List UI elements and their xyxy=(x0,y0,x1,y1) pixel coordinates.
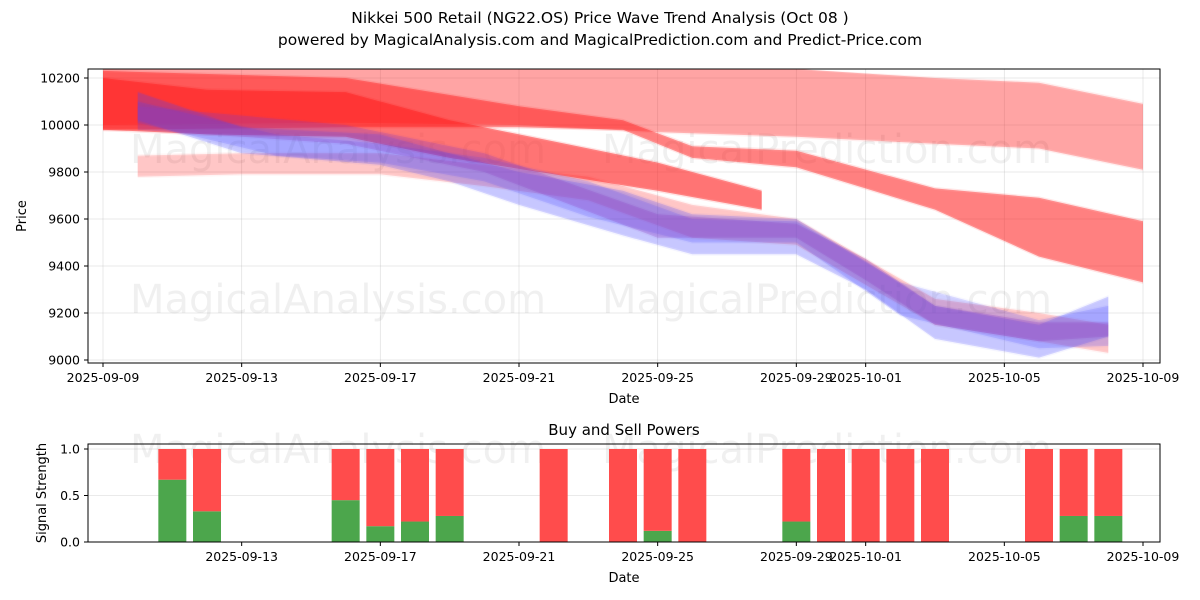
blue-band-1-layer xyxy=(137,90,1109,360)
y-axis-label: Price xyxy=(15,200,30,232)
lower-x-tick-label: 2025-09-17 xyxy=(344,549,417,564)
chart-title: Nikkei 500 Retail (NG22.OS) Price Wave T… xyxy=(351,9,849,27)
chart-subtitle: powered by MagicalAnalysis.com and Magic… xyxy=(277,31,923,49)
sell-bar xyxy=(401,449,429,522)
x-tick-label: 2025-09-17 xyxy=(344,370,417,385)
buy-bar xyxy=(401,521,429,542)
upper-red-band xyxy=(103,69,1143,170)
y-tick-label: 9600 xyxy=(48,212,80,227)
x-tick-label: 2025-10-05 xyxy=(968,370,1041,385)
sell-bar xyxy=(331,449,360,501)
buy-bar xyxy=(193,511,221,542)
y-tick-label: 9200 xyxy=(48,306,80,321)
sell-bar xyxy=(435,449,464,516)
upper-red-band-layer xyxy=(103,69,1143,172)
buy-bar xyxy=(158,479,187,542)
lower-x-axis-label: Date xyxy=(608,571,639,586)
buy-bar xyxy=(1059,515,1088,542)
sell-bar xyxy=(1059,449,1088,516)
pale-red-band xyxy=(137,153,1109,353)
purple-core-band-layer xyxy=(137,104,1109,343)
buy-bar xyxy=(366,526,395,542)
lower-axes-frame xyxy=(87,443,1161,543)
sell-bar xyxy=(782,449,811,522)
lower-y-tick-label: 1.0 xyxy=(60,442,80,457)
x-tick-label: 2025-09-09 xyxy=(67,370,140,385)
buy-bar xyxy=(331,500,360,542)
sell-bar xyxy=(643,449,672,531)
lower-x-tick-label: 2025-09-13 xyxy=(205,549,278,564)
y-tick-label: 9000 xyxy=(48,353,80,368)
buy-bar xyxy=(782,521,811,542)
x-tick-label: 2025-09-21 xyxy=(483,370,556,385)
lower-y-axis-label: Signal Strength xyxy=(35,443,50,543)
purple-core-band xyxy=(137,106,1109,342)
lower-ticks: 0.0 0.5 1.0 2025-09-13 2025-09-17 2025-09-21 2… xyxy=(60,442,1179,565)
y-tick-label: 9800 xyxy=(48,165,80,180)
buy-bar xyxy=(643,530,672,542)
sell-bar xyxy=(1025,449,1053,542)
watermark: MagicalPrediction.com xyxy=(602,277,1052,323)
lower-x-tick-label: 2025-10-01 xyxy=(829,549,902,564)
buy-bar xyxy=(435,515,464,542)
blue-band-2-layer xyxy=(137,100,1109,350)
blue-band-1 xyxy=(137,92,1109,358)
sell-bar xyxy=(886,449,915,542)
lower-y-tick-label: 0.5 xyxy=(60,488,80,503)
purple-core-band-layer xyxy=(137,107,1109,340)
watermark: MagicalAnalysis.com xyxy=(130,277,546,323)
lower-x-tick-label: 2025-10-05 xyxy=(968,549,1041,564)
main-ticks: 9000 9200 9400 9600 9800 10000 10200 2025-09-09… xyxy=(40,71,1179,386)
pale-red-band-layer xyxy=(137,154,1109,352)
sell-bar xyxy=(193,449,221,512)
early-red-band xyxy=(103,78,762,210)
early-red-band-layer xyxy=(103,79,762,209)
y-tick-label: 10000 xyxy=(40,118,80,133)
x-tick-label: 2025-10-09 xyxy=(1107,370,1180,385)
wave-bands xyxy=(103,69,1143,360)
x-tick-label: 2025-09-29 xyxy=(760,370,833,385)
buy-sell-title: Buy and Sell Powers xyxy=(548,421,700,439)
pale-red-band-layer xyxy=(137,151,1109,355)
watermark: MagicalPrediction.com xyxy=(602,127,1052,173)
lower-x-tick-label: 2025-09-29 xyxy=(760,549,833,564)
sell-bar xyxy=(609,449,637,542)
sell-bar xyxy=(539,449,568,542)
blue-band-2-layer xyxy=(137,102,1109,347)
blue-band-1-layer xyxy=(137,93,1109,357)
sell-bar xyxy=(366,449,395,527)
y-tick-label: 10200 xyxy=(40,71,80,86)
main-axes-frame xyxy=(87,68,1161,364)
x-tick-label: 2025-09-13 xyxy=(205,370,278,385)
lower-y-tick-label: 0.0 xyxy=(60,535,80,550)
x-tick-label: 2025-10-01 xyxy=(829,370,902,385)
blue-band-2 xyxy=(137,101,1109,349)
lower-x-tick-label: 2025-09-25 xyxy=(621,549,694,564)
x-tick-label: 2025-09-25 xyxy=(621,370,694,385)
y-tick-label: 9400 xyxy=(48,259,80,274)
x-axis-label: Date xyxy=(608,392,639,407)
lower-x-tick-label: 2025-09-21 xyxy=(483,549,556,564)
early-red-band-layer xyxy=(103,76,762,211)
sell-bar xyxy=(678,449,707,542)
sell-bar xyxy=(921,449,949,542)
lower-x-tick-label: 2025-10-09 xyxy=(1107,549,1180,564)
sell-bar xyxy=(1094,449,1123,516)
sell-bar xyxy=(158,449,187,480)
upper-red-band-layer xyxy=(103,69,1143,169)
sell-bar xyxy=(817,449,845,542)
buy-sell-bars xyxy=(158,449,1123,542)
sell-bar xyxy=(851,449,880,542)
buy-bar xyxy=(1094,515,1123,542)
